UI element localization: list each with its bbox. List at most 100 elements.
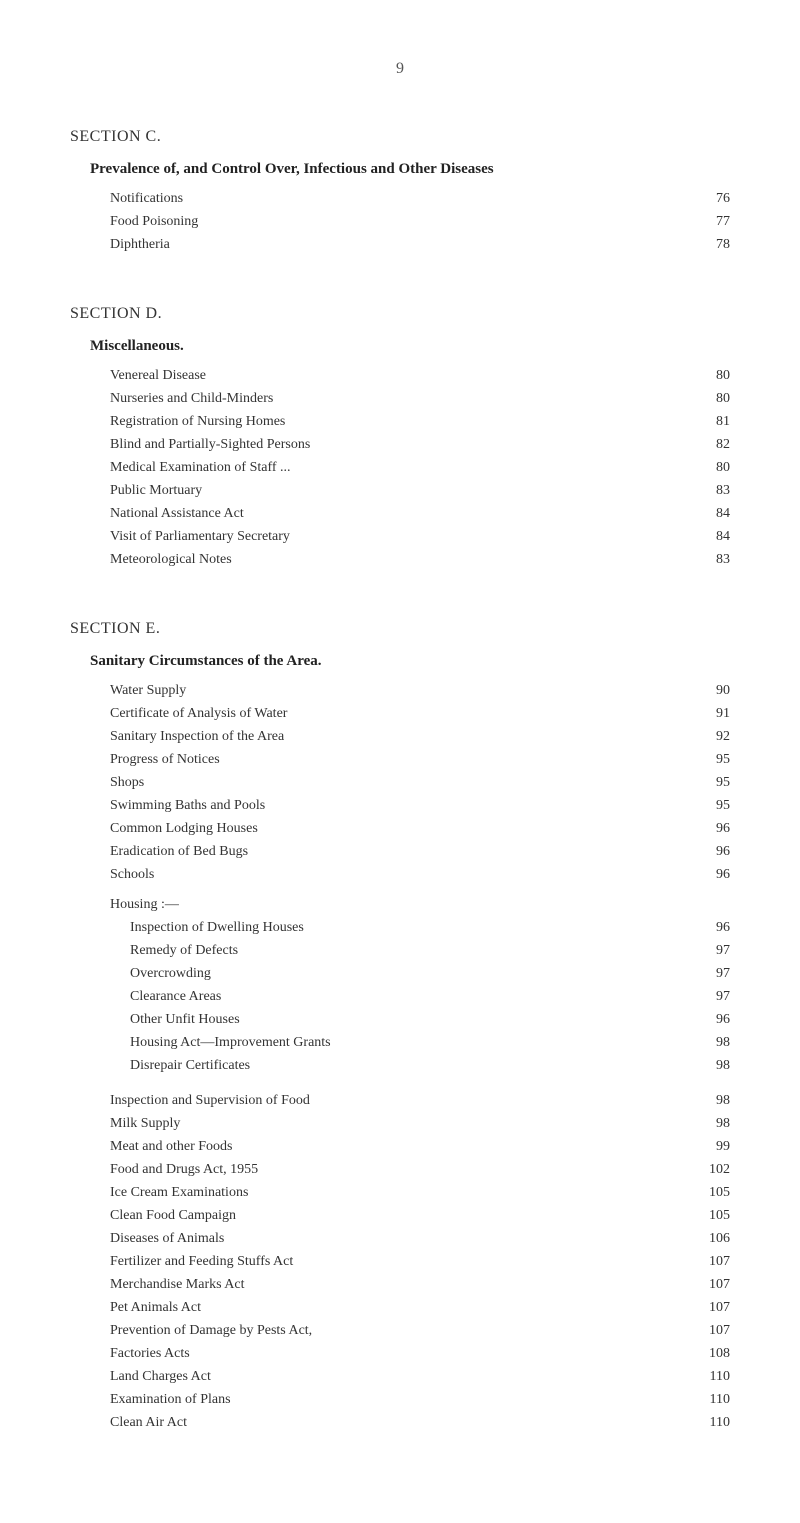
toc-item-page: 98 <box>700 1090 730 1111</box>
toc-item-label: Inspection and Supervision of Food <box>110 1090 310 1111</box>
toc-item-label: Factories Acts <box>110 1343 190 1364</box>
toc-item: Visit of Parliamentary Secretary 84 <box>110 526 730 547</box>
toc-item: National Assistance Act 84 <box>110 503 730 524</box>
toc-item-page: 105 <box>700 1205 730 1226</box>
toc-item: Inspection of Dwelling Houses96 <box>130 917 730 938</box>
toc-item-label: Schools <box>110 864 154 885</box>
toc-item: Schools 96 <box>110 864 730 885</box>
section-e-housing: Inspection of Dwelling Houses96Remedy of… <box>70 917 730 1076</box>
toc-item-page: 80 <box>700 457 730 478</box>
toc-item: Certificate of Analysis of Water 91 <box>110 703 730 724</box>
toc-item-page: 83 <box>700 480 730 501</box>
toc-item: Diphtheria 78 <box>110 234 730 255</box>
toc-item-page: 107 <box>700 1274 730 1295</box>
section-e-header: SECTION E. <box>70 620 730 638</box>
toc-item-page: 106 <box>700 1228 730 1249</box>
toc-item-label: Meteorological Notes <box>110 549 232 570</box>
toc-item: Swimming Baths and Pools 95 <box>110 795 730 816</box>
toc-item-page: 107 <box>700 1251 730 1272</box>
toc-item: Venereal Disease 80 <box>110 365 730 386</box>
toc-item-page: 110 <box>700 1412 730 1433</box>
toc-item-page: 80 <box>700 388 730 409</box>
toc-item-page: 96 <box>700 1009 730 1030</box>
toc-item: Nurseries and Child-Minders 80 <box>110 388 730 409</box>
toc-item-page: 95 <box>700 795 730 816</box>
toc-item: Meteorological Notes 83 <box>110 549 730 570</box>
toc-item-label: Eradication of Bed Bugs <box>110 841 248 862</box>
toc-item-label: Certificate of Analysis of Water <box>110 703 287 724</box>
toc-item-page: 80 <box>700 365 730 386</box>
toc-item: Fertilizer and Feeding Stuffs Act107 <box>110 1251 730 1272</box>
toc-item-label: Blind and Partially-Sighted Persons <box>110 434 310 455</box>
section-e: SECTION E. Sanitary Circumstances of the… <box>70 620 730 1433</box>
toc-item-label: Common Lodging Houses <box>110 818 258 839</box>
toc-item: Overcrowding 97 <box>130 963 730 984</box>
toc-item-page: 110 <box>700 1389 730 1410</box>
toc-item-page: 102 <box>700 1159 730 1180</box>
toc-item-label: Meat and other Foods <box>110 1136 232 1157</box>
toc-item-page: 98 <box>700 1113 730 1134</box>
toc-item-page: 81 <box>700 411 730 432</box>
toc-item-label: Land Charges Act <box>110 1366 211 1387</box>
toc-item: Clean Air Act110 <box>110 1412 730 1433</box>
toc-item: Shops95 <box>110 772 730 793</box>
section-d: SECTION D. Miscellaneous. Venereal Disea… <box>70 305 730 570</box>
toc-item-page: 97 <box>700 963 730 984</box>
toc-item-page: 83 <box>700 549 730 570</box>
toc-item-label: Overcrowding <box>130 963 211 984</box>
toc-item: Clean Food Campaign105 <box>110 1205 730 1226</box>
toc-item-page: 77 <box>700 211 730 232</box>
toc-item-page: 98 <box>700 1055 730 1076</box>
toc-item-page: 91 <box>700 703 730 724</box>
toc-item: Remedy of Defects97 <box>130 940 730 961</box>
toc-item-label: Water Supply <box>110 680 186 701</box>
toc-item: Common Lodging Houses96 <box>110 818 730 839</box>
toc-item-label: Housing Act—Improvement Grants <box>130 1032 331 1053</box>
toc-item: Ice Cream Examinations105 <box>110 1182 730 1203</box>
toc-item: Factories Acts108 <box>110 1343 730 1364</box>
toc-item-label: Food Poisoning <box>110 211 198 232</box>
toc-item-label: Milk Supply <box>110 1113 180 1134</box>
toc-item-page: 96 <box>700 841 730 862</box>
toc-item: Milk Supply 98 <box>110 1113 730 1134</box>
toc-item-page: 84 <box>700 503 730 524</box>
toc-item: Merchandise Marks Act107 <box>110 1274 730 1295</box>
toc-item-label: Notifications <box>110 188 183 209</box>
toc-item-label: Other Unfit Houses <box>130 1009 240 1030</box>
toc-item: Meat and other Foods 99 <box>110 1136 730 1157</box>
toc-item-label: Venereal Disease <box>110 365 206 386</box>
toc-item: Food Poisoning 77 <box>110 211 730 232</box>
toc-item-label: Nurseries and Child-Minders <box>110 388 273 409</box>
housing-label: Housing :— <box>110 897 730 913</box>
section-c: SECTION C. Prevalence of, and Control Ov… <box>70 128 730 255</box>
toc-item: Public Mortuary83 <box>110 480 730 501</box>
toc-item-label: Diseases of Animals <box>110 1228 224 1249</box>
toc-item-page: 78 <box>700 234 730 255</box>
toc-item-label: Visit of Parliamentary Secretary <box>110 526 290 547</box>
toc-item: Medical Examination of Staff ...80 <box>110 457 730 478</box>
toc-item-page: 110 <box>700 1366 730 1387</box>
toc-item: Land Charges Act 110 <box>110 1366 730 1387</box>
toc-item-page: 99 <box>700 1136 730 1157</box>
toc-item: Diseases of Animals 106 <box>110 1228 730 1249</box>
toc-item-page: 96 <box>700 864 730 885</box>
toc-item: Prevention of Damage by Pests Act,107 <box>110 1320 730 1341</box>
toc-item-page: 82 <box>700 434 730 455</box>
toc-item-label: Swimming Baths and Pools <box>110 795 265 816</box>
toc-item-page: 96 <box>700 917 730 938</box>
toc-item-page: 84 <box>700 526 730 547</box>
toc-item-label: National Assistance Act <box>110 503 244 524</box>
toc-item-label: Registration of Nursing Homes <box>110 411 285 432</box>
section-e-group2: Inspection and Supervision of Food98Milk… <box>70 1090 730 1433</box>
section-d-subheader: Miscellaneous. <box>90 338 730 355</box>
toc-item-page: 76 <box>700 188 730 209</box>
toc-item-page: 105 <box>700 1182 730 1203</box>
toc-item-label: Disrepair Certificates <box>130 1055 250 1076</box>
page-number: 9 <box>70 60 730 78</box>
toc-item-page: 98 <box>700 1032 730 1053</box>
toc-item: Pet Animals Act107 <box>110 1297 730 1318</box>
toc-item: Water Supply90 <box>110 680 730 701</box>
toc-item: Blind and Partially-Sighted Persons 82 <box>110 434 730 455</box>
toc-item-label: Diphtheria <box>110 234 170 255</box>
section-e-subheader: Sanitary Circumstances of the Area. <box>90 653 730 670</box>
